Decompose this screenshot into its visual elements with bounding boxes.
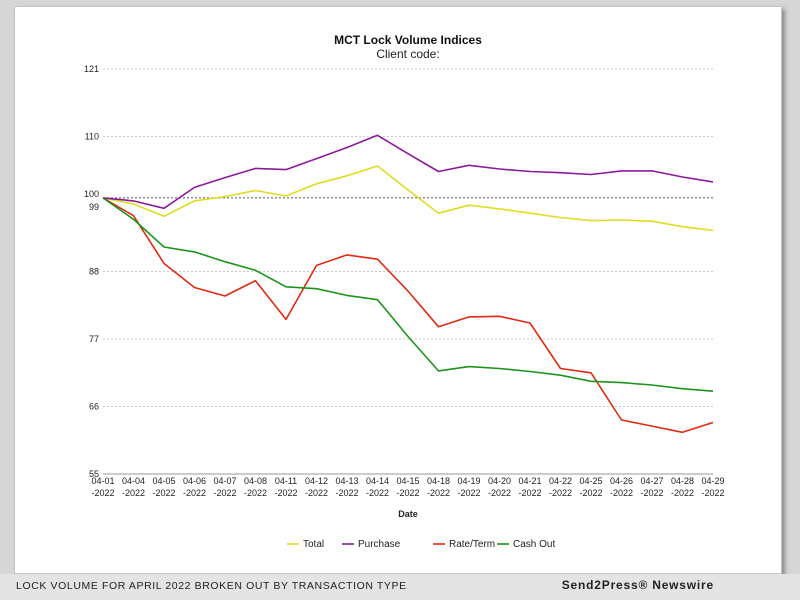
x-tick-label-year: -2022: [427, 488, 450, 498]
series-line-cash-out: [102, 197, 714, 392]
x-tick-label: 04-29: [701, 476, 724, 486]
y-tick-label: 66: [89, 402, 99, 412]
legend-label: Cash Out: [513, 539, 555, 550]
grid-layer: [103, 68, 713, 475]
x-axis-ticks: 04-01 -2022 04-04 -2022 04-05 -2022 04-06 -2022…: [91, 476, 724, 498]
x-tick-label-year: -2022: [549, 488, 572, 498]
x-tick-label: 04-06: [183, 476, 206, 486]
legend-label: Purchase: [358, 539, 401, 550]
footer-bar: [0, 574, 800, 600]
x-tick-label: 04-14: [366, 476, 389, 486]
x-tick-label-year: -2022: [305, 488, 328, 498]
chart-subtitle: Client code:: [376, 47, 439, 61]
brand-logo: Send2Press® Newswire: [561, 578, 714, 592]
x-tick-label-year: -2022: [213, 488, 236, 498]
x-tick-label: 04-11: [275, 476, 297, 486]
x-tick-label: 04-01: [91, 476, 114, 486]
x-tick-label-year: -2022: [366, 488, 389, 498]
x-tick-label-year: -2022: [396, 488, 419, 498]
x-tick-label-year: -2022: [671, 488, 694, 498]
x-tick-label-year: -2022: [244, 488, 267, 498]
x-tick-label-year: -2022: [579, 488, 602, 498]
x-tick-label: 04-27: [640, 476, 663, 486]
x-tick-label: 04-25: [579, 476, 602, 486]
x-tick-label-year: -2022: [457, 488, 480, 498]
series-layer: [102, 134, 714, 434]
chart-card: [14, 6, 782, 574]
x-tick-label: 04-13: [335, 476, 358, 486]
x-tick-label: 04-12: [305, 476, 328, 486]
y-axis-ticks: 121 110 100 99 88 77 66 55: [84, 64, 99, 479]
x-tick-label: 04-22: [549, 476, 572, 486]
x-tick-label-year: -2022: [335, 488, 358, 498]
x-tick-label: 04-21: [518, 476, 541, 486]
y-tick-label: 121: [84, 64, 99, 74]
x-tick-label: 04-18: [427, 476, 450, 486]
x-tick-label: 04-26: [610, 476, 633, 486]
y-tick-label: 100: [84, 189, 99, 199]
x-tick-label: 04-05: [152, 476, 175, 486]
chart-title: MCT Lock Volume Indices: [334, 33, 482, 47]
series-line-total: [102, 165, 714, 232]
x-tick-label-year: -2022: [274, 488, 297, 498]
x-tick-label-year: -2022: [518, 488, 541, 498]
x-tick-label-year: -2022: [122, 488, 145, 498]
x-tick-label: 04-15: [396, 476, 419, 486]
x-tick-label: 04-08: [244, 476, 267, 486]
x-tick-label-year: -2022: [610, 488, 633, 498]
footer-caption: LOCK VOLUME FOR APRIL 2022 BROKEN OUT BY…: [16, 580, 407, 592]
x-tick-label: 04-28: [671, 476, 694, 486]
legend-label: Total: [303, 539, 324, 550]
x-tick-label-year: -2022: [183, 488, 206, 498]
legend: Total Purchase Rate/Term Cash Out: [287, 539, 555, 550]
y-tick-label: 55: [89, 469, 99, 479]
x-axis-label: Date: [398, 509, 418, 519]
x-tick-label-year: -2022: [488, 488, 511, 498]
x-tick-label-year: -2022: [640, 488, 663, 498]
x-tick-label-year: -2022: [91, 488, 114, 498]
x-tick-label-year: -2022: [701, 488, 724, 498]
series-line-purchase: [102, 134, 714, 210]
x-tick-label: 04-20: [488, 476, 511, 486]
x-tick-label: 04-19: [457, 476, 480, 486]
x-tick-label: 04-04: [122, 476, 145, 486]
y-tick-label: 110: [85, 132, 99, 142]
series-line-rate-term: [102, 197, 714, 434]
x-tick-label-year: -2022: [152, 488, 175, 498]
y-tick-label: 88: [89, 267, 99, 277]
x-tick-label: 04-07: [213, 476, 236, 486]
legend-label: Rate/Term: [449, 539, 495, 550]
y-tick-label: 77: [89, 334, 99, 344]
y-tick-label: 99: [89, 202, 99, 212]
